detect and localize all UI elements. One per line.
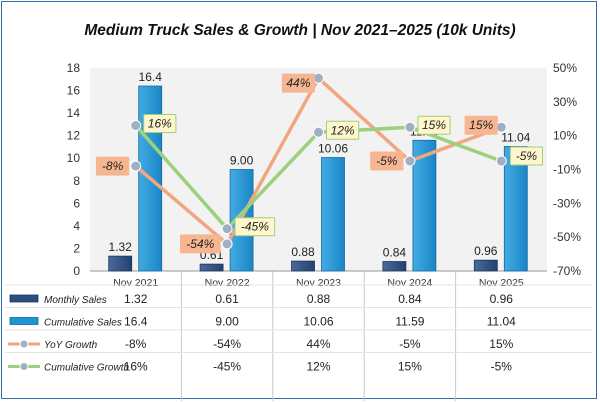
chart-title: Medium Truck Sales & Growth | Nov 2021–2… xyxy=(84,22,516,39)
y-left-tick-label: 16 xyxy=(67,84,81,98)
bar-monthly-sales xyxy=(199,263,224,272)
y-right-tick-label: 50% xyxy=(553,61,577,75)
plot-area xyxy=(90,68,547,271)
line-data-label: 12% xyxy=(331,123,355,137)
line-marker xyxy=(221,238,233,250)
table-cell: 16% xyxy=(124,360,148,374)
bar-monthly-sales xyxy=(473,259,498,272)
y-left-tick-label: 6 xyxy=(73,196,80,210)
bar-data-label: 0.96 xyxy=(474,244,498,258)
legend-key-marker xyxy=(19,362,29,371)
bar-data-label: 9.00 xyxy=(230,154,254,168)
table-cell: -54% xyxy=(213,337,241,351)
y-right-tick-label: 30% xyxy=(553,95,577,109)
table-cell: 16.4 xyxy=(124,315,148,329)
line-marker xyxy=(495,155,507,167)
table-cell: 0.61 xyxy=(215,292,239,306)
bar-data-label: 10.06 xyxy=(318,142,348,156)
line-marker xyxy=(404,155,416,167)
line-data-label-box xyxy=(417,115,451,135)
y-right-tick-label: 10% xyxy=(553,129,577,143)
table-cell: 1.32 xyxy=(124,292,148,306)
line-marker xyxy=(221,223,233,235)
y-left-tick-label: 14 xyxy=(67,106,81,120)
table-cell: -45% xyxy=(213,360,241,374)
line-data-label-box xyxy=(464,115,498,135)
bar-data-label: 0.88 xyxy=(291,245,315,259)
bar-cumulative-sales xyxy=(412,139,437,272)
table-cell: -5% xyxy=(399,337,421,351)
line-data-label-box xyxy=(370,151,404,171)
line-marker xyxy=(404,121,416,133)
line-data-label: 16% xyxy=(148,117,172,131)
bar-monthly-sales xyxy=(291,260,315,272)
x-category-label: Nov 2021 xyxy=(113,277,158,289)
table-cell: 10.06 xyxy=(303,315,333,329)
line-data-label-box xyxy=(143,114,177,134)
line-data-label-box xyxy=(509,146,543,166)
line-marker xyxy=(130,160,142,172)
y-right-tick-label: -30% xyxy=(553,196,581,210)
line-data-label: 15% xyxy=(422,118,446,132)
table-cell: 12% xyxy=(306,360,330,374)
bar-monthly-sales xyxy=(382,261,407,272)
table-cell: 15% xyxy=(489,337,513,351)
y-left-tick-label: 0 xyxy=(73,264,80,278)
bar-cumulative-sales xyxy=(503,146,528,272)
bar-cumulative-sales xyxy=(321,157,345,272)
line-data-label: -54% xyxy=(186,237,214,251)
bar-data-label: 0.84 xyxy=(383,246,407,260)
x-category-label: Nov 2022 xyxy=(205,277,250,289)
table-series-name: Cumulative Growth xyxy=(44,363,129,374)
bar-monthly-sales xyxy=(108,255,133,272)
y-left-tick-label: 2 xyxy=(73,241,80,255)
line-data-label: -5% xyxy=(516,149,538,163)
table-cell: 0.96 xyxy=(490,292,514,306)
line-data-label-box xyxy=(281,73,315,93)
y-left-tick-label: 8 xyxy=(73,174,80,188)
y-left-tick-label: 10 xyxy=(67,151,81,165)
table-cell: 9.00 xyxy=(215,315,239,329)
bar-data-label: 11.04 xyxy=(501,130,530,144)
x-category-label: Nov 2024 xyxy=(387,277,432,289)
table-series-name: YoY Growth xyxy=(44,340,98,351)
table-cell: 11.59 xyxy=(395,315,424,329)
x-category-label: Nov 2025 xyxy=(479,277,524,289)
table-cell: 44% xyxy=(306,337,330,351)
line-data-label-box xyxy=(96,156,130,176)
line-data-label: -45% xyxy=(241,220,269,234)
table-cell: 15% xyxy=(398,360,422,374)
line-data-label: 44% xyxy=(286,76,310,90)
table-cell: -8% xyxy=(125,337,147,351)
legend-key-marker xyxy=(19,339,29,349)
legend-key xyxy=(9,294,39,303)
line-data-label-box xyxy=(326,120,360,140)
line-data-label: -5% xyxy=(376,154,398,168)
x-category-label: Nov 2023 xyxy=(296,277,341,289)
table-cell: 11.04 xyxy=(487,315,516,329)
line-data-label-box xyxy=(180,234,221,254)
bar-data-label: 16.4 xyxy=(139,70,163,84)
y-right-tick-label: -50% xyxy=(553,230,581,244)
table-series-name: Cumulative Sales xyxy=(44,318,122,329)
y-right-tick-label: -10% xyxy=(553,163,581,177)
line-data-label: -8% xyxy=(102,159,124,173)
y-left-tick-label: 4 xyxy=(73,219,80,233)
y-left-tick-label: 18 xyxy=(67,61,81,75)
line-marker xyxy=(130,120,142,132)
line-marker xyxy=(313,126,324,138)
table-series-name: Monthly Sales xyxy=(44,295,107,306)
legend-key xyxy=(9,317,39,325)
table-cell: 0.84 xyxy=(398,292,422,306)
table-cell: 0.88 xyxy=(307,292,331,306)
y-left-tick-label: 12 xyxy=(67,129,81,143)
line-data-label-box xyxy=(234,217,276,237)
table-cell: -5% xyxy=(491,360,513,374)
y-right-tick-label: -70% xyxy=(553,264,581,278)
line-data-label: 15% xyxy=(469,118,493,132)
bar-data-label: 1.32 xyxy=(109,240,133,254)
